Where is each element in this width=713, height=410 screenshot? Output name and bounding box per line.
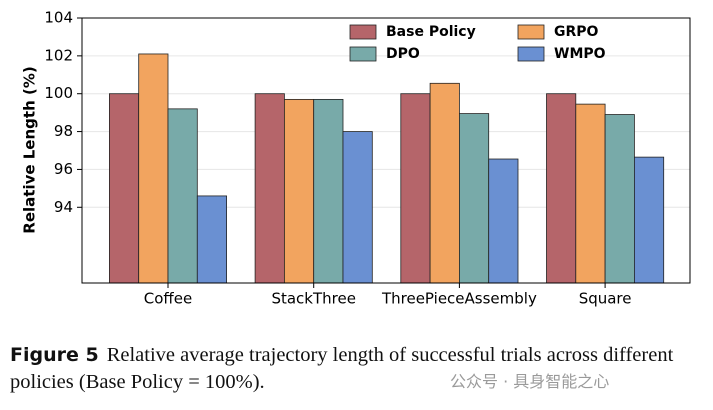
y-axis-label: Relative Length (%) <box>21 66 39 233</box>
bar <box>254 93 285 284</box>
bar <box>342 131 373 284</box>
legend-swatch <box>517 24 545 40</box>
x-tick-label: ThreePieceAssembly <box>381 290 537 308</box>
legend-label: Base Policy <box>386 24 476 40</box>
bar <box>458 113 490 284</box>
caption: Figure 5 Relative average trajectory leng… <box>10 342 706 396</box>
y-tick-label: 98 <box>54 122 73 140</box>
legend-swatch <box>349 24 377 40</box>
watermark: 公众号 · 具身智能之心 <box>450 372 610 391</box>
bar <box>429 82 460 284</box>
bar <box>283 98 315 284</box>
legend-label: WMPO <box>554 46 606 62</box>
legend-label: DPO <box>386 46 420 62</box>
x-tick-label: Coffee <box>144 290 192 308</box>
y-tick-label: 96 <box>54 160 73 178</box>
y-tick-label: 94 <box>54 198 73 216</box>
y-tick-label: 104 <box>44 9 73 27</box>
y-tick-label: 100 <box>44 84 73 102</box>
bar <box>575 103 606 284</box>
bar <box>604 114 635 284</box>
bar <box>400 93 431 284</box>
caption-text: Relative average trajectory length of su… <box>10 344 674 393</box>
bar <box>196 195 228 284</box>
plot-frame <box>81 17 691 284</box>
y-tick-label: 102 <box>44 46 73 64</box>
bar <box>313 98 344 284</box>
legend-label: GRPO <box>554 24 599 40</box>
bar <box>546 93 577 284</box>
caption-label: Figure 5 <box>10 344 99 366</box>
legend-swatch <box>517 46 545 62</box>
x-tick-label: StackThree <box>271 290 356 308</box>
x-tick-label: Square <box>579 290 632 308</box>
bar <box>138 53 169 284</box>
legend-swatch <box>349 46 377 62</box>
chart: Relative Length (%) 94 96 98 100 102 104 Coffe… <box>21 9 691 308</box>
bar <box>488 158 519 284</box>
bar <box>634 156 665 284</box>
bar <box>167 108 198 284</box>
bar <box>109 93 140 284</box>
